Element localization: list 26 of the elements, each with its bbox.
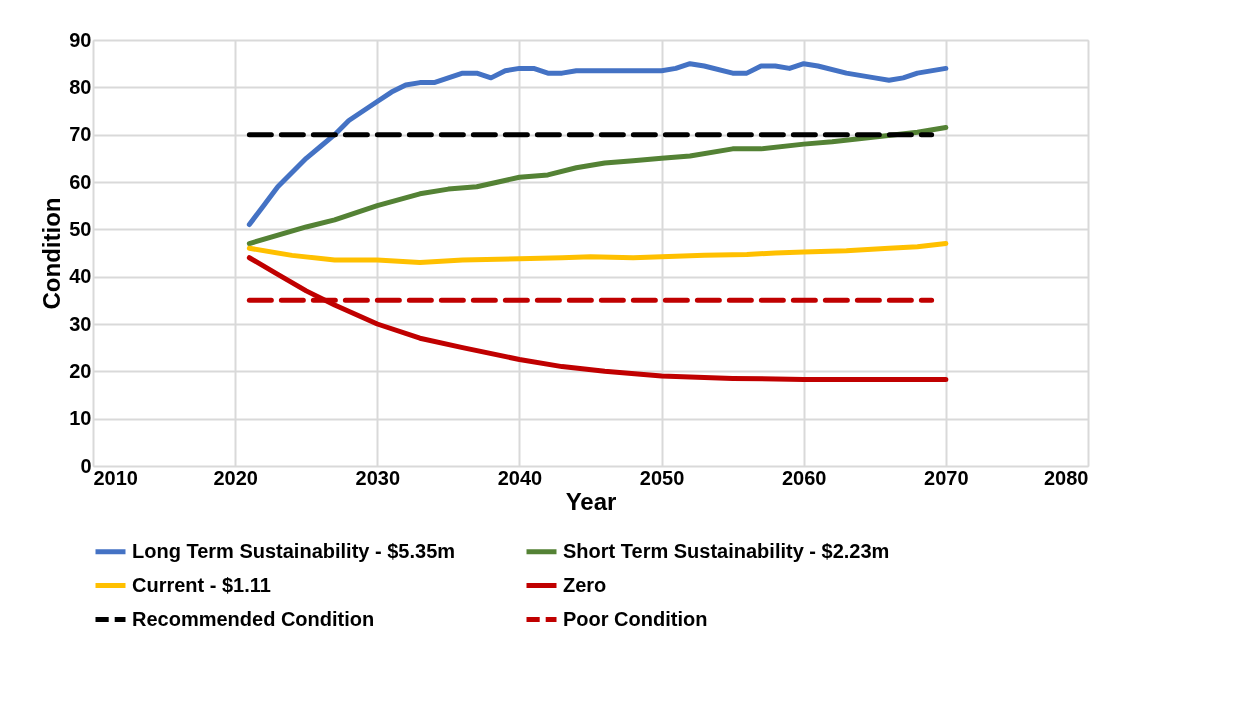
legend-label: Recommended Condition: [132, 607, 375, 630]
x-tick-label: 2040: [497, 466, 543, 489]
legend-label: Poor Condition: [563, 607, 708, 630]
y-tick-label: 80: [69, 75, 92, 98]
legend-label: Zero: [563, 573, 607, 596]
x-tick-label: 2010: [93, 466, 138, 489]
x-tick-label: 2060: [781, 466, 827, 489]
x-tick-label: 2080: [1044, 466, 1089, 489]
y-tick-label: 0: [80, 454, 92, 477]
y-tick-label: 40: [69, 265, 92, 288]
x-tick-label: 2020: [213, 466, 258, 489]
y-tick-label: 90: [69, 28, 92, 51]
x-tick-label: 2050: [639, 466, 685, 489]
y-tick-label: 20: [69, 359, 92, 382]
legend-label: Current - $1.11: [132, 573, 271, 596]
legend-label: Short Term Sustainability - $2.23m: [563, 539, 890, 562]
y-tick-label: 70: [69, 123, 92, 146]
x-tick-label: 2070: [924, 466, 969, 489]
y-axis-title: Condition: [38, 197, 66, 310]
legend-label: Long Term Sustainability - $5.35m: [132, 539, 456, 562]
y-tick-label: 10: [69, 407, 92, 430]
x-tick-label: 2030: [355, 466, 401, 489]
y-tick-label: 60: [69, 170, 92, 193]
x-axis-title: Year: [565, 487, 617, 515]
y-tick-label: 50: [69, 217, 92, 240]
y-tick-label: 30: [69, 312, 92, 335]
